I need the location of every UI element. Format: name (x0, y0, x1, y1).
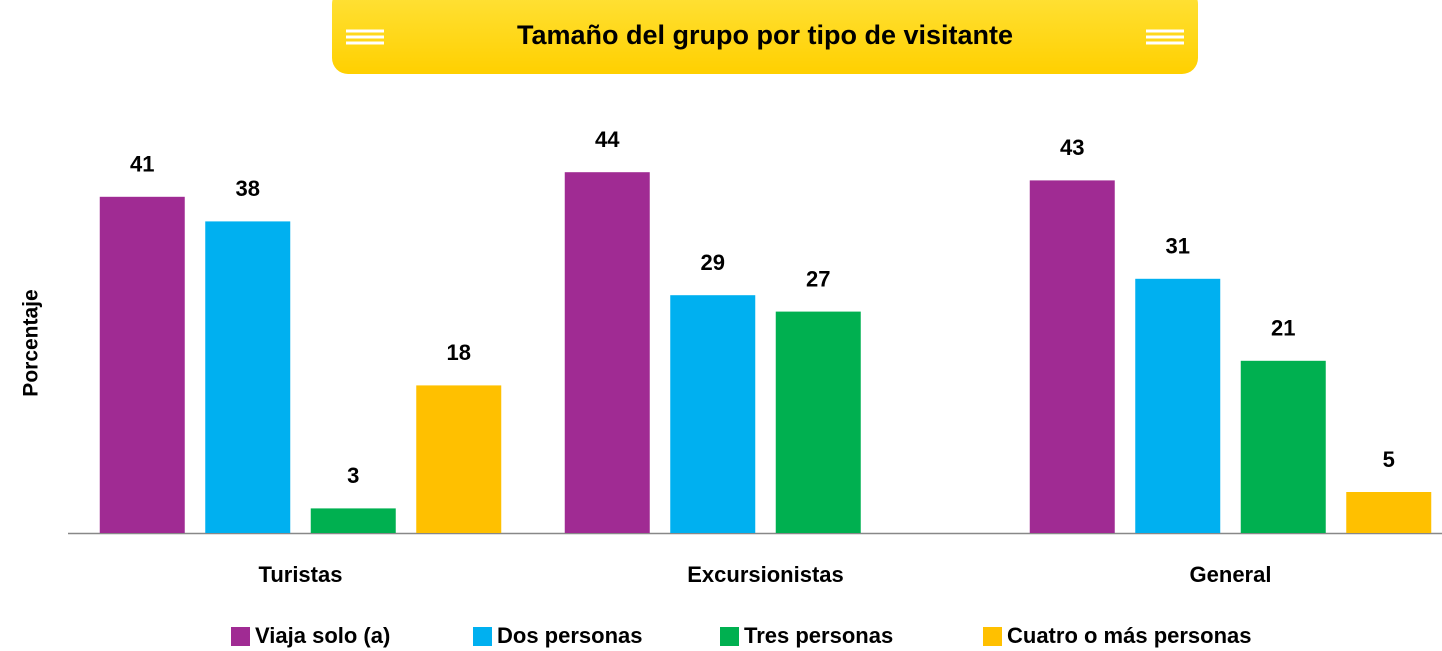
legend-label: Dos personas (497, 623, 643, 648)
value-label: 41 (130, 152, 154, 177)
bar (1029, 180, 1115, 533)
x-tick-label: Turistas (259, 562, 343, 587)
legend-label: Cuatro o más personas (1007, 623, 1252, 648)
bar (1346, 492, 1432, 533)
bar (1135, 278, 1221, 533)
legend-label: Tres personas (744, 623, 893, 648)
legend-label: Viaja solo (a) (255, 623, 390, 648)
bar (310, 508, 396, 533)
value-label: 29 (701, 250, 725, 275)
bar (564, 172, 650, 533)
bar (670, 295, 756, 533)
value-label: 38 (236, 176, 260, 201)
value-label: 5 (1383, 447, 1395, 472)
value-label: 21 (1271, 316, 1295, 341)
value-label: 44 (595, 127, 620, 152)
legend-swatch (231, 627, 250, 646)
x-tick-label: General (1190, 562, 1272, 587)
value-label: 43 (1060, 135, 1084, 160)
title-banner (332, 0, 1198, 74)
bar (775, 311, 861, 533)
value-label: 31 (1166, 234, 1190, 259)
bar (416, 385, 502, 533)
legend-swatch (983, 627, 1002, 646)
x-tick-label: Excursionistas (687, 562, 844, 587)
chart-title: Tamaño del grupo por tipo de visitante (517, 20, 1013, 50)
bar (1240, 360, 1326, 533)
value-label: 27 (806, 266, 830, 291)
legend-swatch (473, 627, 492, 646)
legend-swatch (720, 627, 739, 646)
bar (205, 221, 291, 533)
value-label: 18 (447, 340, 471, 365)
y-axis-label: Porcentaje (20, 289, 43, 396)
value-label: 3 (347, 463, 359, 488)
bar (99, 196, 185, 534)
